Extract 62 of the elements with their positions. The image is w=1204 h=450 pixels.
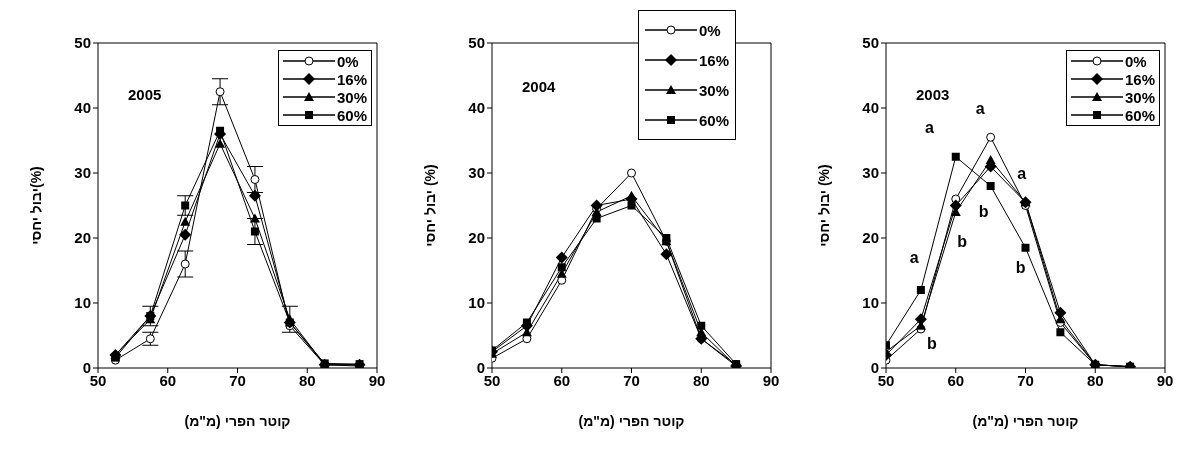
annotation: a — [1017, 164, 1027, 183]
x-tick-label: 80 — [298, 371, 316, 389]
x-tick-label: 80 — [1086, 371, 1104, 389]
y-tick-label: 10 — [862, 294, 879, 312]
y-tick-label: 50 — [468, 34, 485, 52]
text: 2004 — [522, 78, 556, 95]
y-tick-label: 30 — [74, 164, 91, 182]
x-tick-label: 80 — [692, 371, 710, 389]
x-tick-label: 60 — [947, 371, 965, 389]
x-tick-label: 50 — [483, 371, 501, 389]
legend-label: 16% — [336, 70, 367, 88]
x-axis-title: קוטר הפרי (מ"מ) — [184, 413, 291, 429]
y-tick-label: 50 — [74, 34, 91, 52]
x-tick-label: 60 — [553, 371, 571, 389]
y-tick-label: 0 — [82, 359, 91, 377]
x-axis-title: קוטר הפרי (מ"מ) — [972, 413, 1079, 429]
y-axis-title: יבול יחסי (%) — [815, 164, 832, 247]
legend-label: 16% — [1124, 70, 1155, 88]
y-tick-label: 30 — [468, 164, 485, 182]
y-tick-label: 10 — [468, 294, 485, 312]
annotation: b — [978, 203, 989, 222]
y-tick-label: 40 — [74, 99, 91, 117]
annotation: a — [909, 249, 919, 268]
legend-label: 60% — [698, 111, 729, 129]
legend-label: 30% — [336, 88, 367, 106]
legend-label: 0% — [698, 21, 721, 39]
text: 2005 — [128, 86, 162, 103]
legend-label: 0% — [336, 52, 359, 70]
x-tick-label: 90 — [368, 371, 386, 389]
y-tick-label: 0 — [870, 359, 879, 377]
legend-label: 30% — [1124, 88, 1155, 106]
x-tick-label: 70 — [1017, 371, 1034, 389]
legend-label: 60% — [336, 106, 367, 124]
x-tick-label: 50 — [89, 371, 107, 389]
y-tick-label: 20 — [74, 229, 91, 247]
y-tick-label: 50 — [862, 34, 879, 52]
y-tick-label: 40 — [862, 99, 879, 117]
annotation: b — [957, 233, 967, 252]
legend-label: 30% — [698, 81, 729, 99]
y-tick-label: 0 — [476, 359, 485, 377]
x-tick-label: 70 — [623, 371, 640, 389]
y-tick-label: 20 — [468, 229, 485, 247]
legend-label: 16% — [698, 51, 729, 69]
y-tick-label: 10 — [74, 294, 91, 312]
annotation: a — [975, 99, 985, 118]
text: 2003 — [916, 86, 950, 103]
y-axis-title: יבול יחסי(%) — [27, 166, 44, 245]
annotation: b — [1015, 259, 1026, 278]
y-tick-label: 20 — [862, 229, 879, 247]
y-tick-label: 30 — [862, 164, 879, 182]
y-axis-title: יבול יחסי (%) — [421, 164, 438, 247]
annotation: a — [925, 118, 934, 137]
legend-label: 60% — [1124, 106, 1155, 124]
y-tick-label: 40 — [468, 99, 485, 117]
x-tick-label: 70 — [229, 371, 246, 389]
annotation: b — [927, 334, 937, 353]
x-axis-title: קוטר הפרי (מ"מ) — [578, 413, 685, 429]
x-tick-label: 90 — [762, 371, 780, 389]
legend-label: 0% — [1124, 52, 1147, 70]
x-tick-label: 60 — [159, 371, 177, 389]
x-tick-label: 50 — [877, 371, 895, 389]
x-tick-label: 90 — [1156, 371, 1174, 389]
